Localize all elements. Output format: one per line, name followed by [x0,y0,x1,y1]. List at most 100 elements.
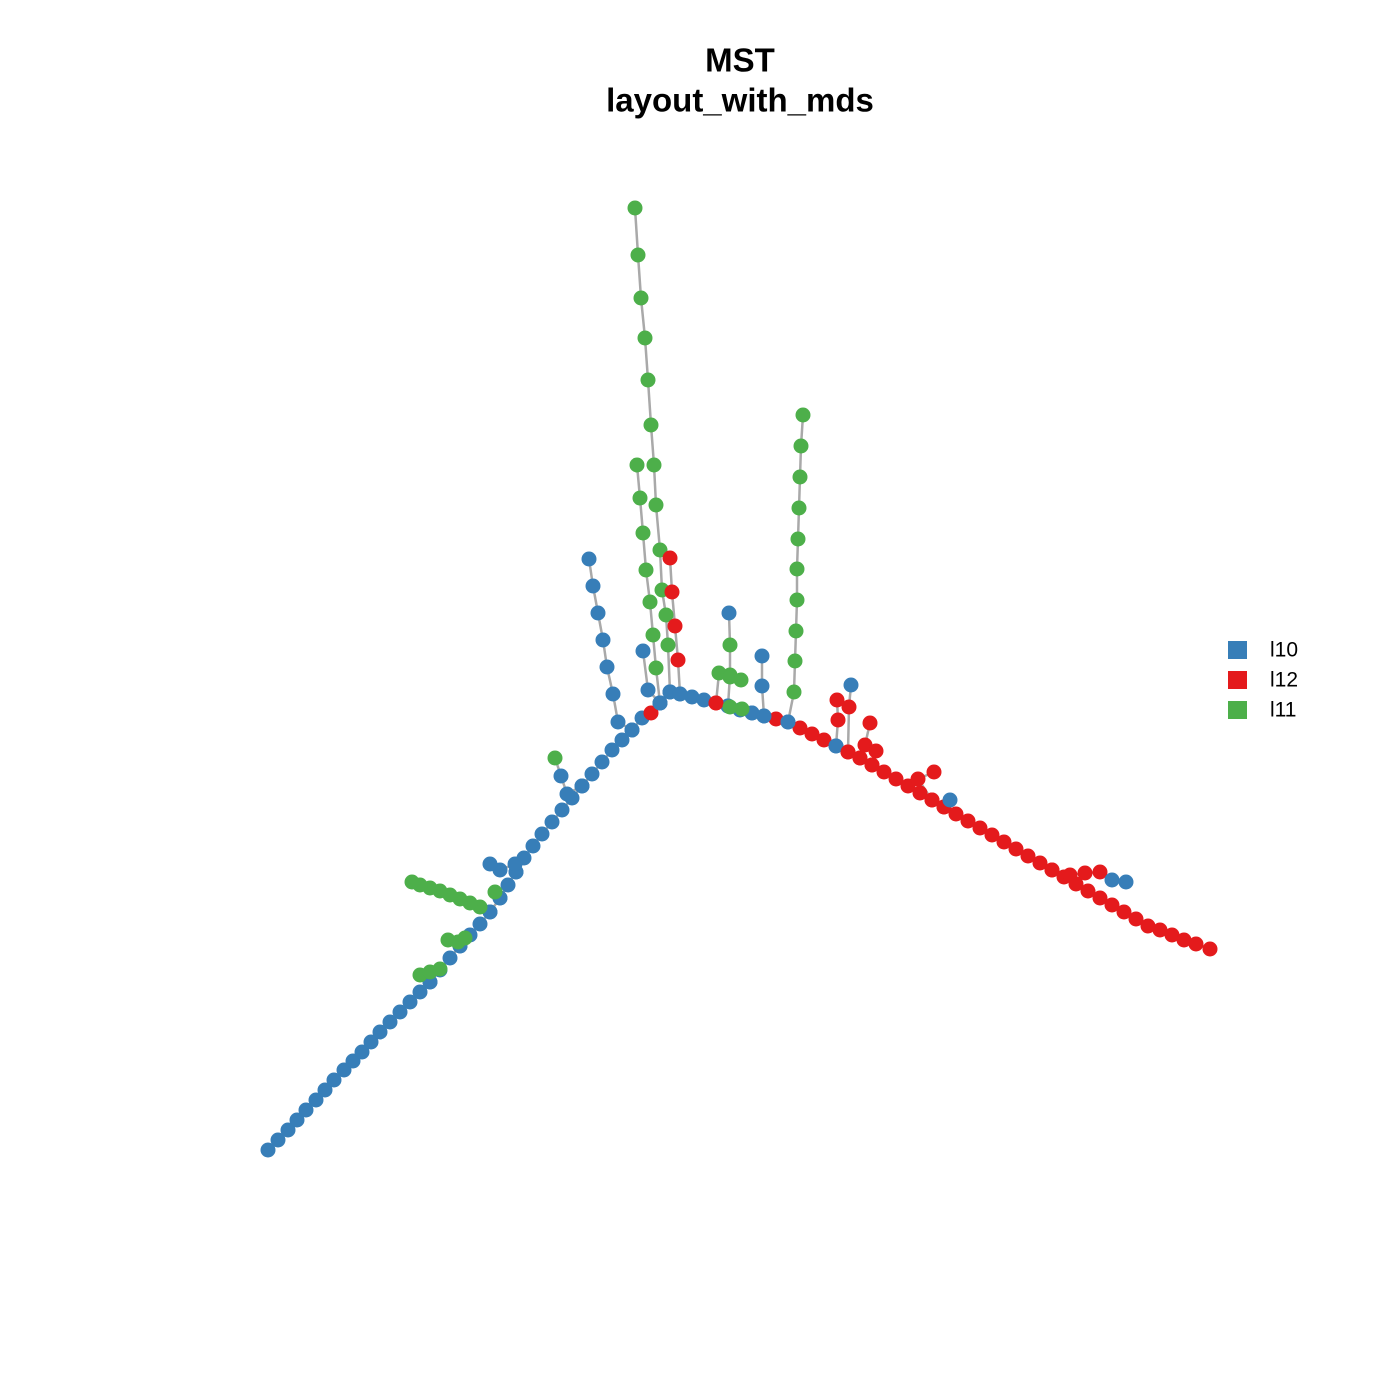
chart-subtitle: layout_with_mds [606,82,874,119]
node [672,686,688,702]
legend-swatch [1228,641,1247,659]
node [1104,872,1120,888]
node [652,542,668,558]
node [599,659,615,675]
node [402,994,418,1010]
legend-swatch [1228,671,1247,689]
node [432,961,448,977]
node [840,744,856,760]
node [721,605,737,621]
node [635,525,651,541]
node [507,856,523,872]
node [862,715,878,731]
node [412,984,428,1000]
node [637,330,653,346]
node [768,711,784,727]
node [645,627,661,643]
node [756,708,772,724]
node [624,722,640,738]
node [789,561,805,577]
node [1140,918,1156,934]
node [547,750,563,766]
node [660,637,676,653]
node [457,930,473,946]
node [1044,862,1060,878]
node [642,594,658,610]
node [876,764,892,780]
node [662,550,678,566]
node [670,652,686,668]
node [1032,855,1048,871]
node [734,701,750,717]
node [382,1014,398,1030]
node [722,699,738,715]
node [482,856,498,872]
node [487,884,503,900]
node [648,497,664,513]
node [554,802,570,818]
node [584,766,600,782]
node [857,737,873,753]
node [392,1004,408,1020]
node [816,732,832,748]
node [804,726,820,742]
node [354,1044,370,1060]
node [553,768,569,784]
node [627,200,643,216]
node [1188,936,1204,952]
node [996,834,1012,850]
node [404,874,420,890]
node [754,648,770,664]
legend-label: l10 [1270,639,1298,662]
edge [846,684,853,753]
node [643,705,659,721]
node [635,643,651,659]
node [942,792,958,808]
node [948,806,964,822]
node [722,637,738,653]
node [912,785,928,801]
node [795,407,811,423]
node [888,771,904,787]
node [792,720,808,736]
node [789,592,805,608]
edge [553,757,583,796]
node [640,682,656,698]
node [841,699,857,715]
node [534,826,550,842]
node [581,551,597,567]
node [864,757,880,773]
node [643,417,659,433]
legend-label: l11 [1270,699,1296,722]
legend-label: l12 [1270,669,1298,692]
node [633,290,649,306]
node [754,678,770,694]
chart-title: MST [705,42,775,79]
node [442,950,458,966]
node [1118,874,1134,890]
node [638,562,654,578]
node [1116,904,1132,920]
node [594,754,610,770]
node [1080,883,1096,899]
node [1164,927,1180,943]
node [972,820,988,836]
node [585,578,601,594]
node [326,1072,342,1088]
node [843,677,859,693]
node [788,623,804,639]
node [1104,897,1120,913]
node [472,916,488,932]
node [791,500,807,516]
node [787,653,803,669]
node [1152,922,1168,938]
node [640,372,656,388]
node [1008,841,1024,857]
node [544,814,560,830]
node [664,584,680,600]
node [604,742,620,758]
node [500,877,516,893]
node [868,743,884,759]
node [308,1092,324,1108]
